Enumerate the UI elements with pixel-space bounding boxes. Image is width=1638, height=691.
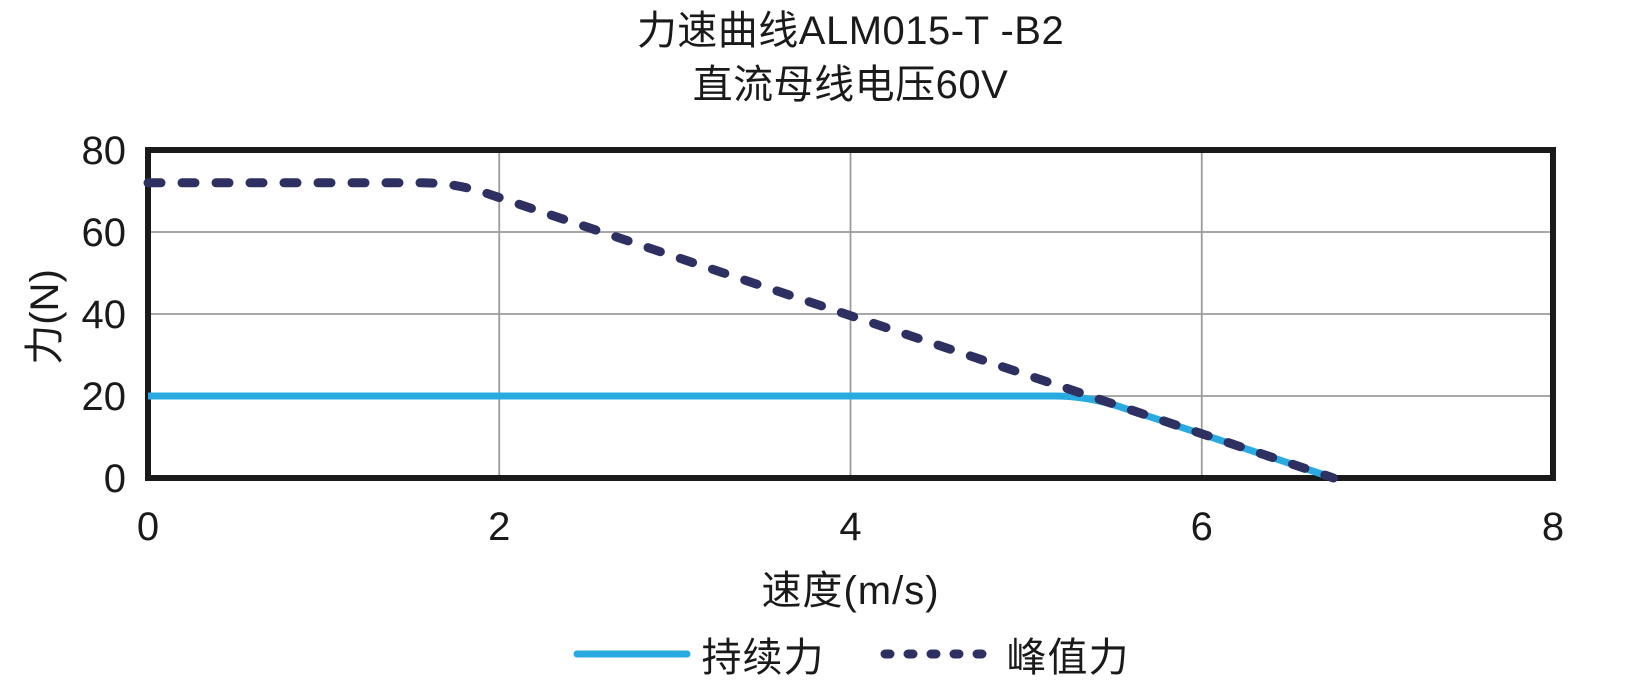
- x-tick-label: 0: [137, 505, 159, 549]
- y-tick-label: 60: [82, 211, 127, 255]
- y-tick-label: 40: [82, 293, 127, 337]
- legend-label-continuous: 持续力: [701, 636, 825, 680]
- y-tick-label: 80: [82, 129, 127, 173]
- chart-subtitle: 直流母线电压60V: [692, 63, 1009, 107]
- x-tick-label: 2: [488, 505, 510, 549]
- y-tick-label: 0: [104, 457, 126, 501]
- legend-item-continuous: 持续力: [572, 625, 825, 683]
- y-tick-label: 20: [82, 375, 127, 419]
- plot-frame: [145, 147, 1556, 481]
- legend-item-peak: 峰值力: [877, 625, 1130, 683]
- series-continuous-line: [148, 392, 1335, 482]
- chart-title: 力速曲线ALM015-T -B2: [636, 9, 1065, 53]
- x-tick-label: 8: [1542, 505, 1564, 549]
- legend: 持续力 峰值力: [148, 628, 1553, 680]
- x-axis-label: 速度(m/s): [761, 569, 940, 613]
- x-tick-label: 4: [839, 505, 861, 549]
- x-tick-label: 6: [1191, 505, 1213, 549]
- peak-line-swatch: [880, 649, 995, 659]
- legend-label-peak: 峰值力: [1006, 636, 1130, 680]
- continuous-line-swatch: [573, 650, 690, 658]
- series-peak-line: [143, 178, 1338, 483]
